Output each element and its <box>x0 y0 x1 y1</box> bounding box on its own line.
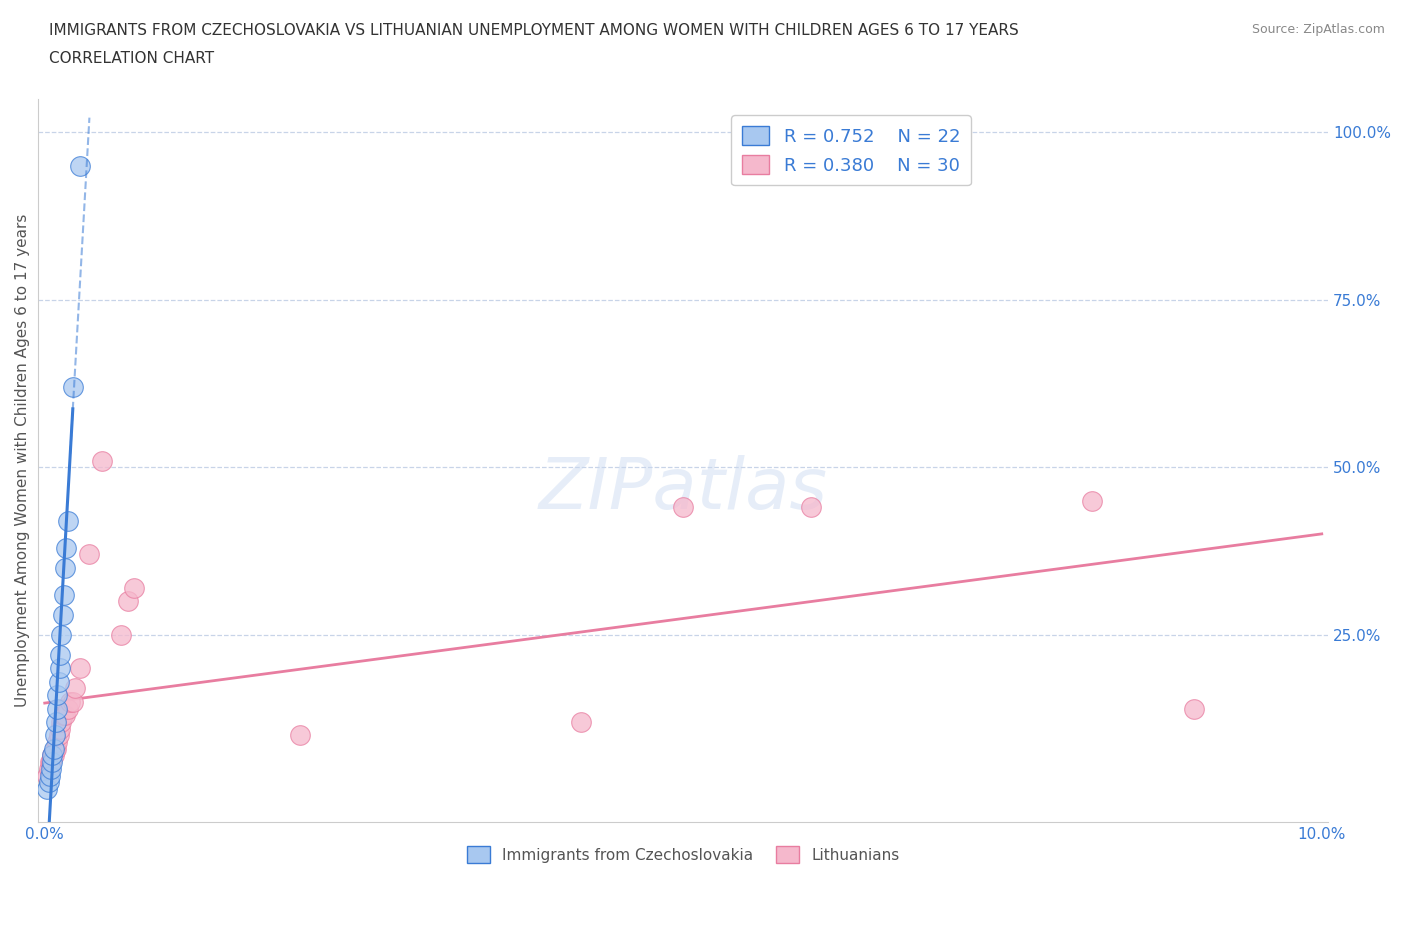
Point <box>51 714 73 729</box>
Point <box>41 748 63 763</box>
Point <box>56 701 79 716</box>
Point <box>52 607 75 622</box>
Point <box>42 748 65 763</box>
Point <box>45 741 67 756</box>
Point <box>49 661 72 676</box>
Point <box>69 158 91 173</box>
Point <box>110 628 132 643</box>
Point <box>569 714 592 729</box>
Point <box>38 775 60 790</box>
Point <box>42 741 65 756</box>
Point <box>38 754 60 769</box>
Point <box>46 687 69 702</box>
Point <box>39 754 62 769</box>
Point <box>62 379 84 394</box>
Text: CORRELATION CHART: CORRELATION CHART <box>49 51 214 66</box>
Point <box>59 695 82 710</box>
Text: IMMIGRANTS FROM CZECHOSLOVAKIA VS LITHUANIAN UNEMPLOYMENT AMONG WOMEN WITH CHILD: IMMIGRANTS FROM CZECHOSLOVAKIA VS LITHUA… <box>49 23 1019 38</box>
Point <box>46 701 69 716</box>
Point <box>37 768 59 783</box>
Point <box>65 681 87 696</box>
Point <box>52 587 75 602</box>
Point <box>46 735 69 750</box>
Point <box>44 728 66 743</box>
Point <box>79 547 101 562</box>
Point <box>91 453 114 468</box>
Point <box>69 661 91 676</box>
Point <box>49 721 72 736</box>
Y-axis label: Unemployment Among Women with Children Ages 6 to 17 years: Unemployment Among Women with Children A… <box>15 214 30 707</box>
Text: Source: ZipAtlas.com: Source: ZipAtlas.com <box>1251 23 1385 36</box>
Point <box>37 781 59 796</box>
Point <box>41 748 63 763</box>
Point <box>800 500 823 515</box>
Point <box>62 695 84 710</box>
Point <box>117 594 139 609</box>
Legend: Immigrants from Czechoslovakia, Lithuanians: Immigrants from Czechoslovakia, Lithuani… <box>461 840 905 869</box>
Point <box>53 561 76 576</box>
Point <box>48 674 70 689</box>
Point <box>38 768 60 783</box>
Point <box>39 762 62 777</box>
Point <box>1081 493 1104 508</box>
Point <box>53 708 76 723</box>
Point <box>56 513 79 528</box>
Text: ZIPatlas: ZIPatlas <box>538 455 828 524</box>
Point <box>38 762 60 777</box>
Point <box>49 647 72 662</box>
Point <box>288 728 311 743</box>
Point <box>45 714 67 729</box>
Point <box>48 728 70 743</box>
Point <box>41 754 63 769</box>
Point <box>44 741 66 756</box>
Point <box>51 628 73 643</box>
Point <box>1182 701 1205 716</box>
Point <box>672 500 695 515</box>
Point <box>122 580 145 595</box>
Point <box>55 540 77 555</box>
Point <box>52 708 75 723</box>
